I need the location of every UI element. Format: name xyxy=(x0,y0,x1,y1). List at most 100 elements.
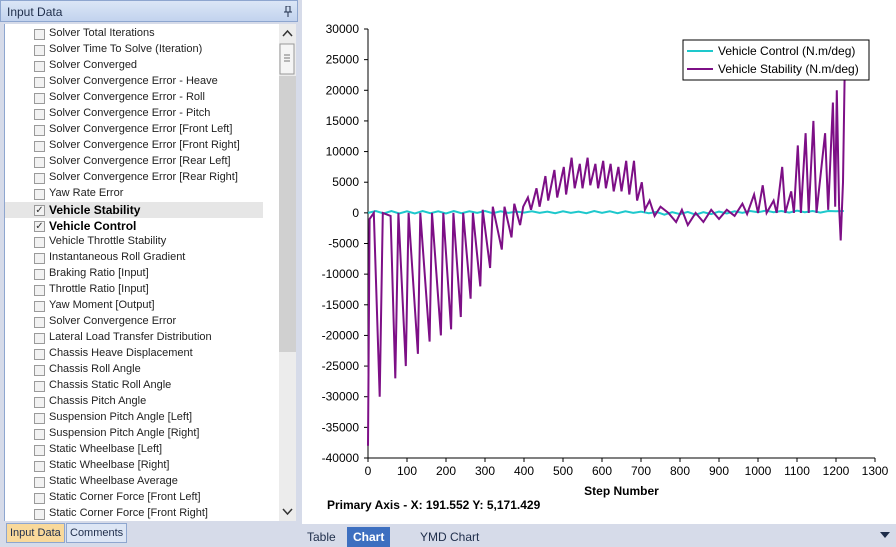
item-label: Braking Ratio [Input] xyxy=(49,267,149,279)
y-tick-label: -20000 xyxy=(322,328,360,342)
item-label: Solver Total Iterations xyxy=(49,27,155,39)
list-row[interactable]: ✓ Vehicle Control xyxy=(5,218,263,234)
item-label: Chassis Pitch Angle xyxy=(49,395,147,407)
checkbox[interactable] xyxy=(34,349,45,360)
x-axis-label: Step Number xyxy=(584,484,659,498)
checkbox[interactable] xyxy=(34,445,45,456)
tab-comments[interactable]: Comments xyxy=(66,523,128,543)
checkbox[interactable] xyxy=(34,333,45,344)
list-row[interactable]: Static Wheelbase [Left] xyxy=(5,442,263,458)
list-row[interactable]: Solver Convergence Error [Rear Right] xyxy=(5,170,263,186)
x-tick-label: 600 xyxy=(592,464,612,478)
checkbox[interactable] xyxy=(34,77,45,88)
checkbox[interactable] xyxy=(34,173,45,184)
checkbox[interactable] xyxy=(34,285,45,296)
y-tick-label: -25000 xyxy=(322,359,360,373)
list-row[interactable]: Static Wheelbase Average xyxy=(5,474,263,490)
x-tick-label: 200 xyxy=(436,464,456,478)
checkbox[interactable]: ✓ xyxy=(34,221,45,232)
checkbox[interactable] xyxy=(34,141,45,152)
checkbox[interactable] xyxy=(34,493,45,504)
list-row[interactable]: Chassis Roll Angle xyxy=(5,362,263,378)
list-row[interactable]: Suspension Pitch Angle [Right] xyxy=(5,426,263,442)
item-label: Static Wheelbase [Left] xyxy=(49,443,163,455)
list-row[interactable]: Chassis Static Roll Angle xyxy=(5,378,263,394)
list-row[interactable]: Chassis Pitch Angle xyxy=(5,394,263,410)
dropdown-arrow[interactable] xyxy=(880,532,890,538)
checkbox[interactable] xyxy=(34,61,45,72)
list-row[interactable]: Chassis Heave Displacement xyxy=(5,346,263,362)
item-label: Solver Time To Solve (Iteration) xyxy=(49,43,203,55)
item-label: Throttle Ratio [Input] xyxy=(49,283,149,295)
list-row[interactable]: Lateral Load Transfer Distribution xyxy=(5,330,263,346)
item-label: Chassis Static Roll Angle xyxy=(49,379,172,391)
checkbox[interactable] xyxy=(34,93,45,104)
list-row[interactable]: Solver Convergence Error - Heave xyxy=(5,74,263,90)
checkbox[interactable] xyxy=(34,189,45,200)
checkbox[interactable] xyxy=(34,125,45,136)
list-row[interactable]: Solver Convergence Error [Rear Left] xyxy=(5,154,263,170)
list-row[interactable]: Solver Convergence Error - Roll xyxy=(5,90,263,106)
tab-table[interactable]: Table xyxy=(307,530,336,544)
y-tick-label: -30000 xyxy=(322,390,360,404)
list-row[interactable]: ✓ Vehicle Stability xyxy=(5,202,263,218)
item-label: Solver Convergence Error [Front Right] xyxy=(49,139,240,151)
list-row[interactable]: Suspension Pitch Angle [Left] xyxy=(5,410,263,426)
list-row[interactable]: Solver Time To Solve (Iteration) xyxy=(5,42,263,58)
list-row[interactable]: Instantaneous Roll Gradient xyxy=(5,250,263,266)
list-row[interactable]: Throttle Ratio [Input] xyxy=(5,282,263,298)
checkbox[interactable] xyxy=(34,397,45,408)
checkbox[interactable] xyxy=(34,45,45,56)
checkbox[interactable] xyxy=(34,381,45,392)
item-label: Solver Convergence Error - Heave xyxy=(49,75,218,87)
pin-icon[interactable] xyxy=(283,6,293,17)
list-row[interactable]: Braking Ratio [Input] xyxy=(5,266,263,282)
list-row[interactable]: Solver Total Iterations xyxy=(5,26,263,42)
checkbox[interactable] xyxy=(34,365,45,376)
checkbox[interactable] xyxy=(34,317,45,328)
list-row[interactable]: Static Wheelbase [Right] xyxy=(5,458,263,474)
tab-chart[interactable]: Chart xyxy=(347,527,391,547)
checkbox[interactable] xyxy=(34,253,45,264)
y-tick-label: -5000 xyxy=(328,237,359,251)
checkbox[interactable] xyxy=(34,461,45,472)
item-label: Static Wheelbase Average xyxy=(49,475,178,487)
list-row[interactable]: Yaw Moment [Output] xyxy=(5,298,263,314)
x-tick-label: 800 xyxy=(670,464,690,478)
checkbox[interactable] xyxy=(34,29,45,40)
list-row[interactable]: Solver Convergence Error [Front Right] xyxy=(5,138,263,154)
x-tick-label: 1000 xyxy=(745,464,772,478)
list-row[interactable]: Solver Converged xyxy=(5,58,263,74)
checkbox[interactable] xyxy=(34,509,45,520)
item-label: Suspension Pitch Angle [Right] xyxy=(49,427,200,439)
tab-ymd-chart[interactable]: YMD Chart xyxy=(420,530,480,544)
list-row[interactable]: Static Corner Force [Front Left] xyxy=(5,490,263,506)
checkbox[interactable]: ✓ xyxy=(34,205,45,216)
list-row[interactable]: Solver Convergence Error - Pitch xyxy=(5,106,263,122)
checkbox[interactable] xyxy=(34,269,45,280)
checkbox[interactable] xyxy=(34,413,45,424)
checkbox[interactable] xyxy=(34,429,45,440)
item-label: Vehicle Control xyxy=(49,219,137,233)
list-row[interactable]: Solver Convergence Error [Front Left] xyxy=(5,122,263,138)
list-row[interactable]: Static Corner Force [Front Right] xyxy=(5,506,263,521)
y-tick-label: 30000 xyxy=(326,22,360,36)
list-row[interactable]: Vehicle Throttle Stability xyxy=(5,234,263,250)
y-tick-label: -35000 xyxy=(322,420,360,434)
item-label: Solver Convergence Error xyxy=(49,315,177,327)
item-label: Solver Convergence Error - Roll xyxy=(49,91,205,103)
checkbox[interactable] xyxy=(34,477,45,488)
item-label: Suspension Pitch Angle [Left] xyxy=(49,411,193,423)
checkbox[interactable] xyxy=(34,157,45,168)
scrollbar-graphic xyxy=(279,29,296,516)
x-tick-label: 1200 xyxy=(823,464,850,478)
tab-input-data[interactable]: Input Data xyxy=(6,523,65,543)
checkbox[interactable] xyxy=(34,301,45,312)
list-row[interactable]: Yaw Rate Error xyxy=(5,186,263,202)
checkbox[interactable] xyxy=(34,109,45,120)
checkbox[interactable] xyxy=(34,237,45,248)
list-row[interactable]: Solver Convergence Error xyxy=(5,314,263,330)
legend-box xyxy=(682,39,870,81)
scrollbar[interactable] xyxy=(279,24,296,521)
